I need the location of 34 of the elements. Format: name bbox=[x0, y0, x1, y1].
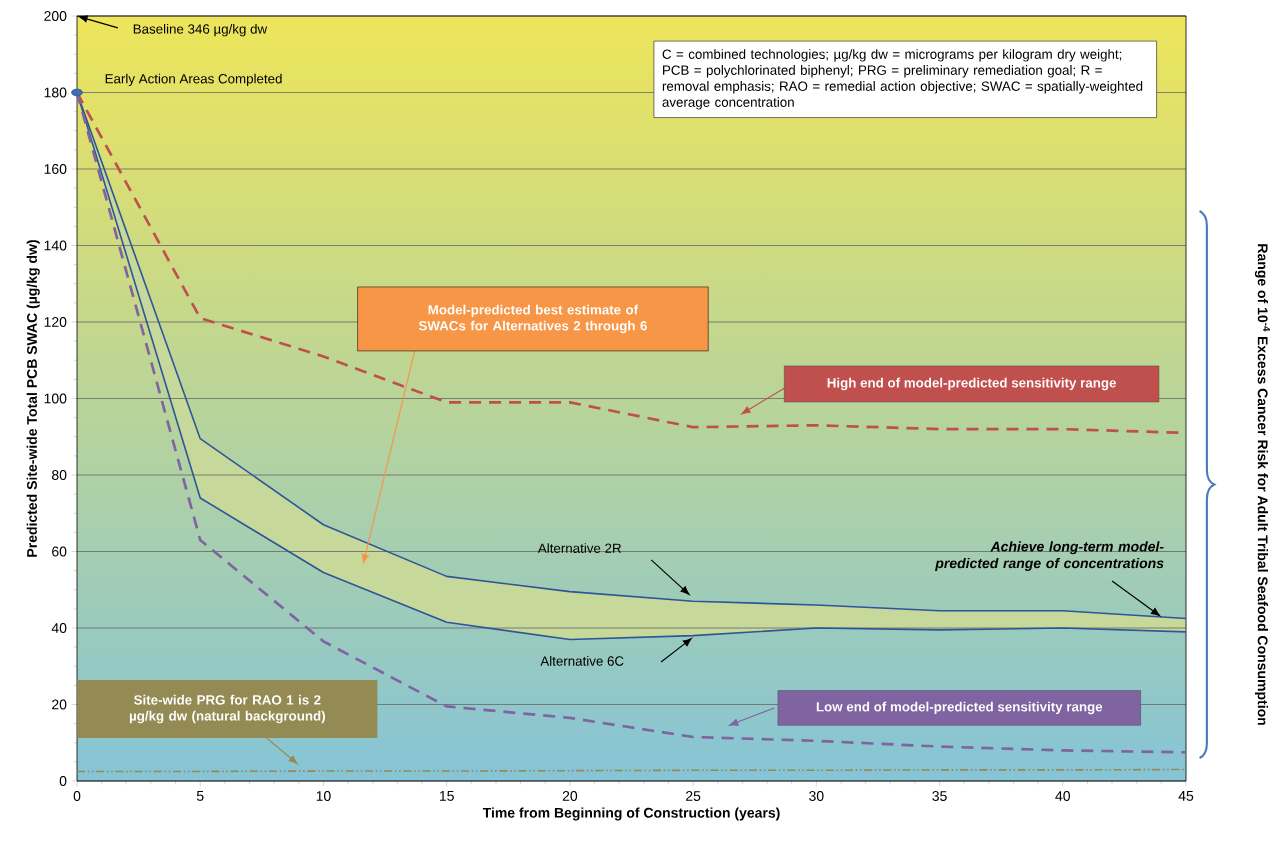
y-tick-label: 160 bbox=[44, 164, 67, 174]
x-tick-label: 5 bbox=[196, 791, 204, 801]
text: Range of 10$^{-4}$ Excess Cancer Risk for Adult Tribal Seafood Consumption bbox=[1254, 244, 1270, 725]
annotation: Alternative 2R bbox=[537, 543, 621, 553]
y-tick-label: 0 bbox=[59, 776, 67, 786]
x-tick-label: 0 bbox=[73, 791, 81, 801]
annotation: Model-predicted best estimate of SWACs for Alternatives 2 through 6 bbox=[418, 304, 647, 334]
annotation: C = combined technologies; µg/kg dw = micrograms per kilogram dry weight; PCB = polychlorinated biphenyl; PRG = preliminary remediation goal; R = removal emphasis; RAO = remedial action objective; SWAC = spatially-weighted average concentration bbox=[662, 49, 1143, 110]
x-tick-label: 35 bbox=[932, 791, 947, 801]
y-tick-label: 100 bbox=[44, 393, 67, 404]
y-axis-title: Predicted Site-wide Total PCB SWAC (µg/kg dw) bbox=[26, 240, 40, 557]
x-tick-label: 30 bbox=[809, 791, 824, 801]
x-tick-label: 20 bbox=[562, 791, 578, 801]
annotation: Alternative 6C bbox=[540, 656, 624, 666]
y-tick-label: 180 bbox=[44, 87, 67, 98]
x-tick-label: 25 bbox=[686, 791, 701, 801]
x-tick-label: 15 bbox=[439, 791, 454, 801]
x-tick-label: 40 bbox=[1055, 791, 1071, 801]
y-tick-label: 40 bbox=[51, 623, 67, 633]
x-tick-label: 10 bbox=[316, 791, 331, 801]
y-tick-label: 120 bbox=[44, 317, 67, 327]
annotation: Baseline 346 µg/kg dw bbox=[133, 23, 268, 37]
annotation: Low end of model-predicted sensitivity range bbox=[816, 701, 1103, 715]
y-tick-label: 200 bbox=[44, 11, 67, 21]
y-tick-label: 140 bbox=[44, 240, 67, 251]
x-tick-label: 45 bbox=[1178, 791, 1194, 801]
y-tick-label: 20 bbox=[52, 699, 67, 710]
y-tick-label: 80 bbox=[51, 470, 67, 480]
y-tick-label: 60 bbox=[52, 546, 67, 557]
annotation: High end of model-predicted sensitivity range bbox=[827, 377, 1116, 391]
x-axis-title: Time from Beginning of Construction (years) bbox=[482, 807, 780, 821]
annotation: Site-wide PRG for RAO 1 is 2 µg/kg dw (natural background) bbox=[129, 694, 325, 724]
annotation: Early Action Areas Completed bbox=[105, 73, 282, 87]
annotation: Achieve long-term model-predicted range of concentrations bbox=[935, 541, 1164, 571]
